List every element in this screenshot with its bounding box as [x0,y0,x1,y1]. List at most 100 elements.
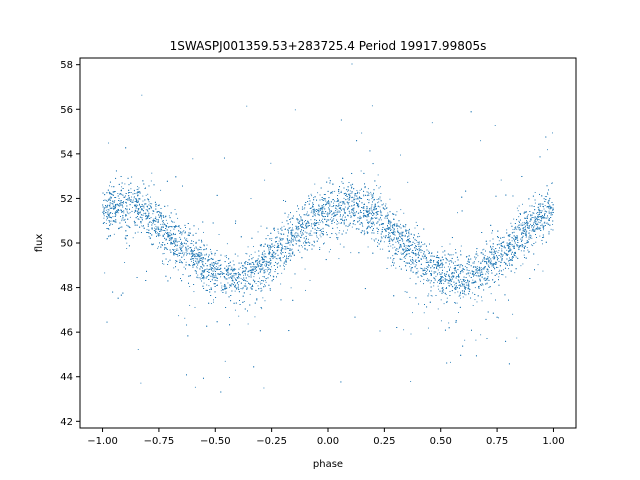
data-point [336,209,338,211]
data-point [502,255,503,257]
data-point [168,215,170,217]
data-point [265,269,267,271]
data-point [257,231,259,233]
data-point [360,218,362,220]
data-point [473,273,475,275]
data-point [424,273,426,275]
data-point [279,257,281,259]
data-point [542,270,544,272]
data-point [410,264,412,266]
data-point [182,231,184,233]
data-point [193,259,195,261]
data-point [121,194,123,196]
data-point [191,256,192,258]
data-point [160,223,162,225]
data-point [291,239,292,241]
data-point [531,230,533,232]
data-point [277,249,279,251]
data-point [205,254,207,256]
data-point [158,246,159,248]
data-point [297,219,299,221]
data-point [342,216,344,218]
data-point [157,229,159,230]
data-point [488,265,490,267]
data-point [192,250,194,251]
data-point [552,207,554,209]
data-point [464,291,465,293]
data-point [263,280,265,282]
data-point [291,217,293,219]
data-point [393,218,395,220]
data-point [532,245,534,247]
data-point [132,199,134,201]
data-point [162,253,164,255]
data-point [323,233,325,235]
data-point [289,244,291,246]
data-point [377,241,379,243]
data-point [148,215,150,217]
data-point [470,272,472,274]
data-point [534,225,536,227]
data-point [231,280,233,282]
data-point [379,206,381,208]
data-point [195,270,197,272]
data-point [191,243,193,244]
data-point [138,204,140,206]
data-point [454,284,456,286]
data-point [306,213,308,215]
data-point [270,266,272,268]
data-point [363,234,365,236]
data-point [193,253,195,255]
data-point [229,286,230,288]
data-point [142,195,144,197]
data-point [408,231,410,233]
data-point [494,263,496,265]
data-point [108,216,110,218]
data-point [280,283,282,285]
data-point [185,251,187,253]
data-point [529,251,530,253]
data-point [111,220,113,222]
data-point [449,282,451,284]
data-point [322,221,324,222]
data-point [489,262,491,264]
data-point [261,259,263,261]
data-point [333,202,335,204]
data-point [331,217,333,219]
data-point [408,232,409,234]
data-point [404,256,406,258]
data-point [194,247,196,249]
data-point [521,234,522,235]
data-point [354,195,356,197]
data-point [233,274,235,276]
data-point [518,220,520,222]
data-point [202,264,204,266]
data-point [483,267,485,269]
data-point [148,201,150,203]
data-point [359,215,361,217]
data-point [426,279,428,281]
data-point [518,228,520,230]
data-point [215,268,216,270]
data-point [499,269,501,271]
data-point [354,224,356,226]
data-point [535,241,537,243]
data-point [112,223,113,225]
data-point [387,212,389,214]
data-point [490,247,492,249]
data-point [123,212,125,214]
data-point [349,205,351,207]
data-point [317,192,319,194]
data-point [547,149,548,151]
data-point [550,206,552,208]
data-point [140,222,142,224]
data-point [392,228,394,230]
data-point [447,266,449,268]
data-point [126,211,128,213]
data-point [388,236,390,238]
data-point [475,339,477,341]
data-point [425,270,427,272]
data-point [165,224,166,226]
data-point [215,266,217,267]
data-point [135,200,137,202]
